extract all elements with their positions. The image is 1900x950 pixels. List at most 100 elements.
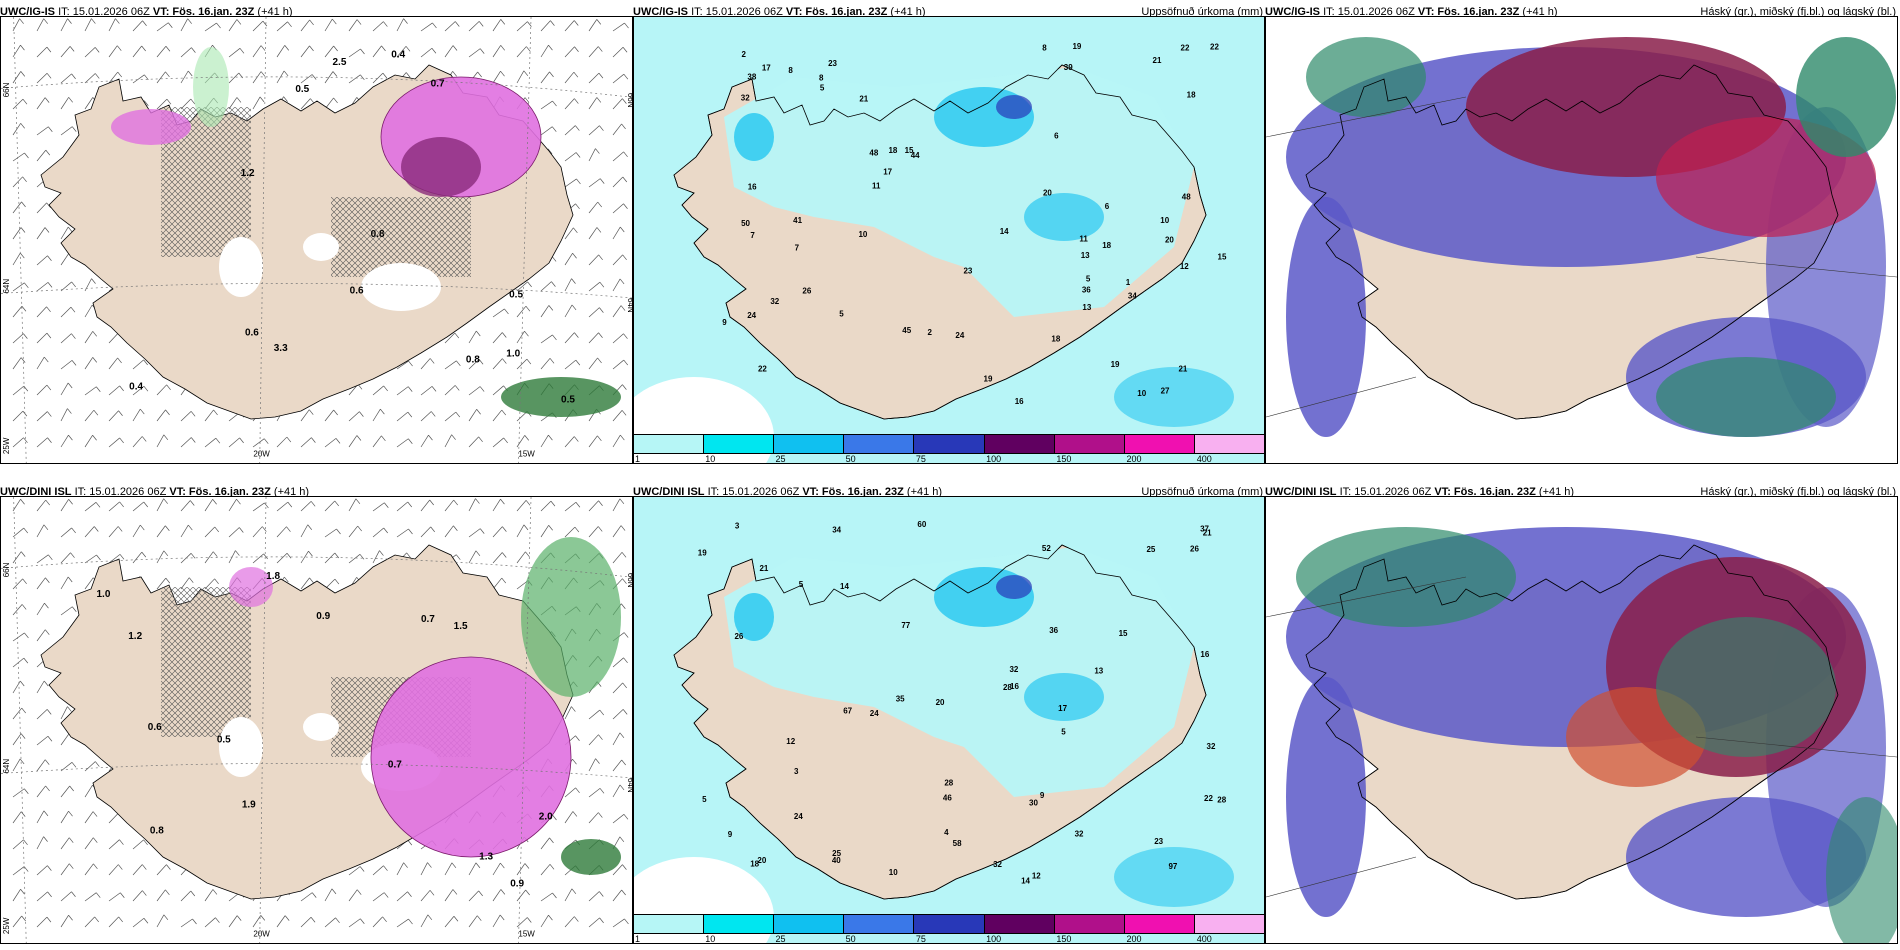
value-label: 45: [902, 326, 911, 335]
init-time: IT: 15.01.2026 06Z: [1339, 486, 1432, 498]
cloud-cover-map: [1266, 17, 1897, 463]
colorbar-swatch: [914, 915, 985, 933]
value-label: 24: [870, 709, 879, 718]
lon-label-25w: 25W: [2, 917, 11, 934]
value-label: 23: [963, 266, 972, 275]
precip-amount-labels: 1014253234216797607725583546522826402419…: [698, 520, 1227, 885]
colorbar-tick-label: 150: [1056, 454, 1072, 464]
value-label: 5: [839, 310, 844, 319]
value-label: 8: [819, 73, 824, 82]
lead-time: (+41 h): [273, 486, 310, 498]
value-label: 3: [794, 767, 799, 776]
value-label: 41: [793, 216, 802, 225]
colorbar-swatch: [844, 435, 915, 453]
colorbar-tick-label: 25: [775, 454, 786, 464]
colorbar-swatch: [844, 915, 915, 933]
colorbar-swatch: [774, 915, 845, 933]
value-label: 16: [1015, 397, 1024, 406]
map-frame: [1265, 16, 1898, 464]
value-label: 22: [758, 364, 767, 373]
init-time: IT: 15.01.2026 06Z: [1323, 6, 1415, 18]
lat-label-64n-right: 64N: [626, 778, 632, 793]
lon-label-15w: 15W: [518, 929, 535, 938]
lat-label-66n: 66N: [2, 82, 11, 97]
value-label: 10: [858, 230, 867, 239]
model-name: UWC/IG-IS: [633, 6, 688, 18]
cloud-cover-map: [1266, 497, 1897, 943]
colorbar-swatch: [1124, 915, 1195, 933]
panel-header: UWC/DINI ISL IT: 15.01.2026 06Z VT: Fös.…: [0, 480, 635, 504]
value-label: 9: [722, 318, 727, 327]
value-label: 58: [953, 839, 962, 848]
value-label: 0.9: [316, 611, 330, 622]
value-label: 0.8: [371, 229, 385, 240]
valid-time: Fös. 16.jan. 23Z: [172, 6, 255, 18]
value-label: 0.7: [388, 760, 402, 771]
init-time: IT: 15.01.2026 06Z: [707, 486, 800, 498]
value-label: 20: [936, 698, 945, 707]
value-label: 0.8: [150, 825, 164, 836]
panel-header: UWC/IG-IS IT: 15.01.2026 06Z VT: Fös. 16…: [633, 0, 1267, 24]
value-label: 25: [832, 849, 841, 858]
colorbar-tick-label: 50: [845, 934, 856, 944]
value-label: 37: [1200, 525, 1209, 534]
lon-label-25w: 25W: [2, 437, 11, 454]
value-label: 2: [927, 328, 932, 337]
value-label: 9: [1040, 791, 1045, 800]
colorbar-swatch: [774, 435, 845, 453]
value-label: 15: [1119, 629, 1128, 638]
value-label: 18: [1051, 334, 1060, 343]
colorbar-tick-label: 200: [1126, 934, 1142, 944]
value-label: 38: [747, 73, 756, 82]
value-label: 18: [1102, 241, 1111, 250]
value-label: 32: [741, 93, 750, 102]
value-label: 1.5: [454, 621, 468, 632]
colorbar-tick-label: 200: [1126, 454, 1142, 464]
precipitation-map: 1014253234216797607725583546522826402419…: [634, 497, 1264, 943]
init-time: IT: 15.01.2026 06Z: [691, 6, 783, 18]
value-label: 1.3: [479, 851, 493, 862]
value-label: 2.0: [539, 811, 553, 822]
colorbar-swatch: [1194, 435, 1264, 453]
value-label: 0.9: [510, 878, 524, 889]
colorbar-swatch: [1124, 435, 1195, 453]
value-label: 26: [1190, 545, 1199, 554]
value-label: 16: [1200, 650, 1209, 659]
lon-label-20w: 20W: [253, 449, 270, 458]
value-label: 3: [735, 521, 740, 530]
colorbar-tick-label: 50: [845, 454, 856, 464]
colorbar-swatch: [1054, 435, 1125, 453]
panel-dini-clouds: UWC/DINI ISL IT: 15.01.2026 06Z VT: Fös.…: [1265, 480, 1900, 950]
panel-ig-is-clouds: UWC/IG-IS IT: 15.01.2026 06Z VT: Fös. 16…: [1265, 0, 1900, 465]
value-label: 32: [1075, 830, 1084, 839]
lead-time: (+41 h): [906, 486, 943, 498]
precip-amount-labels: 1320222344192439481632503821454823141526…: [722, 42, 1227, 406]
value-label: 8: [788, 66, 793, 75]
value-label: 1.0: [97, 589, 111, 600]
panel-dini-precip: UWC/DINI ISL IT: 15.01.2026 06Z VT: Fös.…: [633, 480, 1267, 950]
value-label: 0.8: [466, 354, 480, 365]
value-label: 0.5: [217, 735, 231, 746]
value-label: 97: [1168, 862, 1177, 871]
snow-wind-map: 66N 64N 66N 64N 25W 20W 15W 0.4 0.5 0.8 0.6 0.5 0.4 1…: [1, 17, 632, 463]
precip-colorbar: [633, 914, 1265, 934]
value-label: 17: [1058, 704, 1067, 713]
value-label: 35: [896, 694, 905, 703]
value-label: 1.0: [506, 349, 520, 360]
value-label: 32: [1009, 665, 1018, 674]
value-label: 77: [901, 621, 910, 630]
value-label: 12: [786, 737, 795, 746]
value-label: 21: [1153, 56, 1162, 65]
colorbar-swatch: [704, 435, 775, 453]
value-label: 26: [802, 287, 811, 296]
colorbar-tick-label: 400: [1196, 454, 1212, 464]
value-label: 18: [750, 859, 759, 868]
value-label: 39: [1064, 63, 1073, 72]
lat-label-64n: 64N: [2, 279, 11, 294]
model-name: UWC/DINI ISL: [633, 486, 705, 498]
value-label: 36: [1082, 286, 1091, 295]
value-label: 32: [1207, 742, 1216, 751]
colorbar-swatch: [914, 435, 985, 453]
lat-label-64n-right: 64N: [626, 298, 632, 313]
colorbar-tick-label: 75: [915, 454, 926, 464]
